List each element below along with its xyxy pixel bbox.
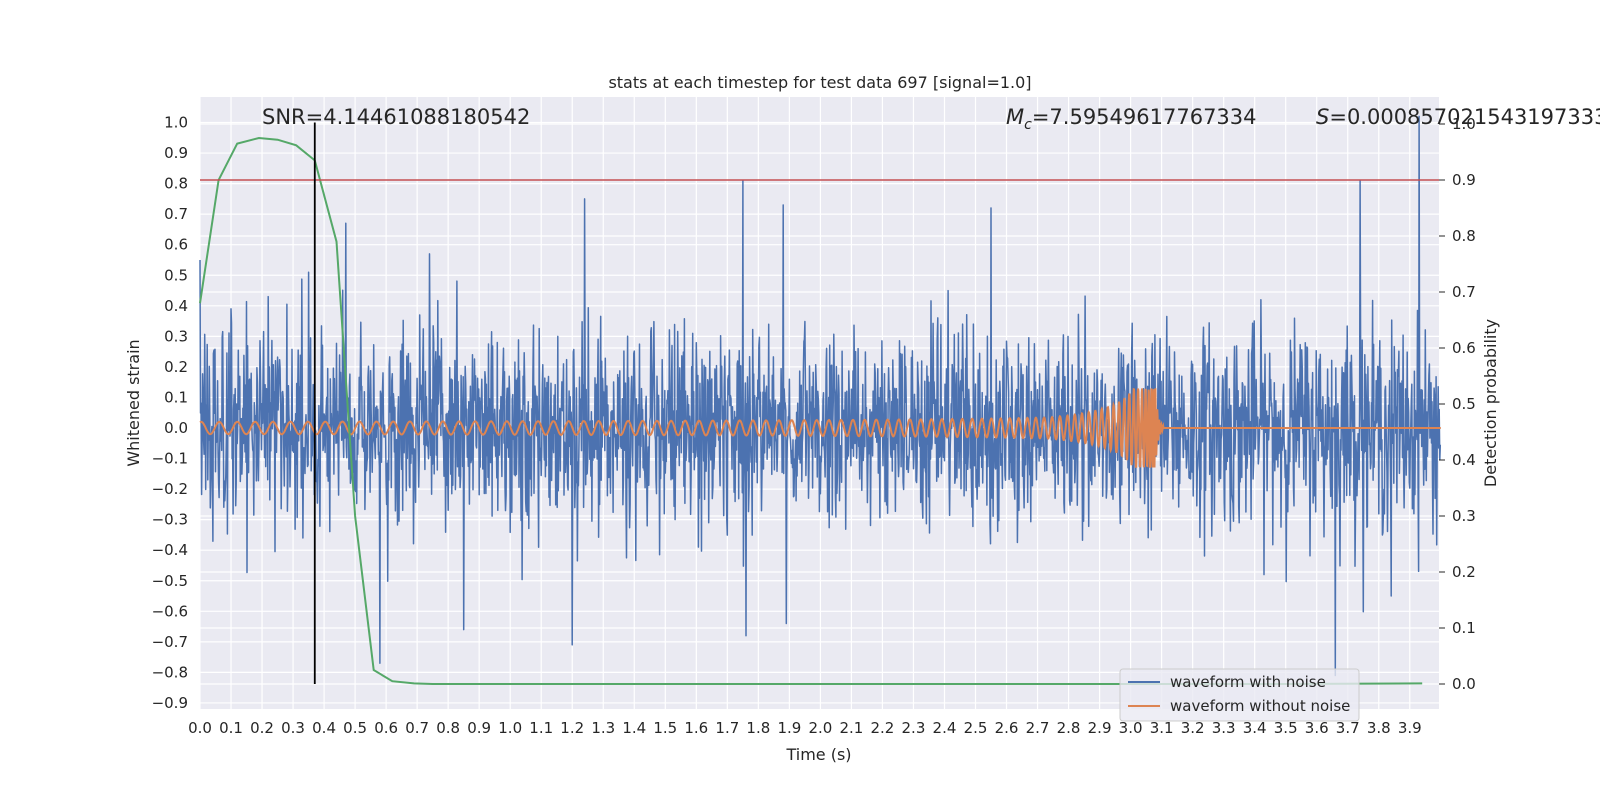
y-tick-labels: 1.0 0.9 0.8 0.7 0.6 0.5 0.4 0.3 0.2 0.1 0.0 −0.1 −0.… (152, 114, 188, 712)
x-tick-label: 0.3 (281, 719, 305, 737)
y-tick-label: −0.2 (152, 480, 188, 498)
y-tick-label: −0.6 (152, 602, 188, 620)
x-tick-label: 1.3 (591, 719, 615, 737)
chart-title: stats at each timestep for test data 697… (608, 73, 1031, 92)
x-tick-label: 0.4 (312, 719, 336, 737)
x-tick-label: 2.7 (1026, 719, 1050, 737)
x-tick-label: 2.8 (1057, 719, 1081, 737)
legend-label-noisy: waveform with noise (1170, 673, 1326, 691)
legend-box (1119, 668, 1360, 722)
x-tick-label: 0.9 (467, 719, 491, 737)
y-tick-label: 1.0 (164, 114, 188, 132)
reference-lines (200, 122, 1439, 684)
y-axis-label: Whitened strain (124, 339, 143, 466)
right-y-tick-label: 0.1 (1452, 619, 1476, 637)
right-y-tick-label: 0.6 (1452, 339, 1476, 357)
x-tick-label: 3.8 (1367, 719, 1391, 737)
right-y-tick-label: 0.2 (1452, 563, 1476, 581)
x-tick-label: 0.6 (374, 719, 398, 737)
right-y-tick-label: 0.4 (1452, 451, 1476, 469)
y-tick-label: 0.2 (164, 358, 188, 376)
x-tick-label: 0.5 (343, 719, 367, 737)
x-tick-label: 1.8 (746, 719, 770, 737)
chirp-mass-symbol: M (1006, 105, 1024, 129)
y-tick-label: 0.0 (164, 419, 188, 437)
x-tick-label: 2.2 (871, 719, 895, 737)
right-y-tick-labels: 1.0 0.9 0.8 0.7 0.6 0.5 0.4 0.3 0.2 0.1 0.0 (1439, 115, 1476, 693)
right-y-tick-label: 1.0 (1452, 115, 1476, 133)
y-tick-label: 0.7 (164, 205, 188, 223)
y-tick-label: 0.1 (164, 388, 188, 406)
right-y-tick-label: 0.7 (1452, 283, 1476, 301)
x-tick-label: 2.3 (902, 719, 926, 737)
x-tick-label: 3.3 (1212, 719, 1236, 737)
s-symbol: S (1316, 105, 1329, 129)
right-y-axis-label: Detection probability (1481, 319, 1500, 487)
x-tick-label: 3.1 (1150, 719, 1174, 737)
x-tick-label: 2.0 (808, 719, 832, 737)
x-tick-label: 3.2 (1181, 719, 1205, 737)
chirp-mass-annotation: Mc=7.59549617767334 (1006, 105, 1257, 133)
x-tick-label: 3.0 (1119, 719, 1143, 737)
right-y-tick-label: 0.5 (1452, 395, 1476, 413)
x-tick-label: 0.8 (436, 719, 460, 737)
x-axis-label: Time (s) (785, 745, 851, 764)
x-tick-label: 2.6 (995, 719, 1019, 737)
noisy-waveform-line (199, 115, 1442, 677)
legend: waveform with noise waveform without noi… (1119, 668, 1360, 722)
detection-probability-series (199, 136, 1423, 685)
right-y-tick-label: 0.8 (1452, 227, 1476, 245)
x-tick-label: 3.5 (1274, 719, 1298, 737)
clean-waveform-series (199, 387, 1441, 468)
right-y-tick-label: 0.0 (1452, 675, 1476, 693)
y-tick-label: −0.5 (152, 572, 188, 590)
x-tick-label: 1.2 (560, 719, 584, 737)
detection-probability-line (199, 136, 1423, 685)
y-tick-label: 0.6 (164, 236, 188, 254)
x-tick-label: 1.5 (653, 719, 677, 737)
y-tick-label: −0.8 (152, 663, 188, 681)
x-tick-label: 1.7 (715, 719, 739, 737)
x-tick-label: 0.7 (405, 719, 429, 737)
chirp-mass-value: =7.59549617767334 (1032, 105, 1257, 129)
s-value: =0.0008570215431973338 (1329, 105, 1600, 129)
x-tick-label: 1.1 (529, 719, 553, 737)
x-tick-label: 3.6 (1305, 719, 1329, 737)
x-tick-label: 0.0 (188, 719, 212, 737)
y-tick-label: 0.8 (164, 175, 188, 193)
y-tick-label: −0.9 (152, 694, 188, 712)
right-y-tick-label: 0.9 (1452, 171, 1476, 189)
legend-label-clean: waveform without noise (1170, 697, 1350, 715)
x-tick-label: 3.4 (1243, 719, 1267, 737)
x-tick-labels: 0.0 0.1 0.2 0.3 0.4 0.5 0.6 0.7 0.8 0.9 1.0 1.1 1.2 1… (188, 719, 1422, 737)
y-tick-label: 0.9 (164, 144, 188, 162)
x-tick-label: 0.1 (219, 719, 243, 737)
x-tick-label: 0.2 (250, 719, 274, 737)
chirp-mass-subscript: c (1024, 117, 1032, 133)
clean-waveform-line (199, 387, 1441, 468)
x-tick-label: 2.5 (964, 719, 988, 737)
x-tick-label: 3.9 (1398, 719, 1422, 737)
y-tick-label: −0.3 (152, 511, 188, 529)
x-tick-label: 1.9 (777, 719, 801, 737)
snr-annotation: SNR=4.14461088180542 (262, 105, 530, 129)
y-tick-label: −0.7 (152, 633, 188, 651)
y-tick-label: 0.5 (164, 266, 188, 284)
x-tick-label: 3.7 (1336, 719, 1360, 737)
y-tick-label: −0.4 (152, 541, 188, 559)
y-tick-label: 0.3 (164, 327, 188, 345)
y-tick-label: 0.4 (164, 297, 188, 315)
x-tick-label: 1.0 (498, 719, 522, 737)
s-annotation: S=0.0008570215431973338 (1316, 105, 1600, 129)
x-tick-label: 2.9 (1088, 719, 1112, 737)
x-tick-label: 2.4 (933, 719, 957, 737)
x-tick-label: 1.6 (684, 719, 708, 737)
x-tick-label: 2.1 (839, 719, 863, 737)
noisy-waveform-series (199, 115, 1442, 677)
x-tick-label: 1.4 (622, 719, 646, 737)
right-y-tick-label: 0.3 (1452, 507, 1476, 525)
y-tick-label: −0.1 (152, 450, 188, 468)
